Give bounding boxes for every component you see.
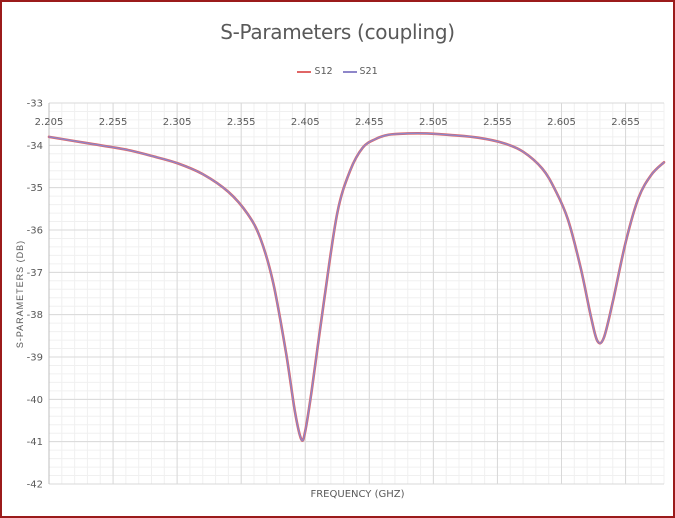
x-tick-label: 2.505: [419, 117, 448, 128]
y-tick-label: -41: [27, 437, 43, 448]
x-axis-label: FREQUENCY (GHZ): [310, 489, 405, 500]
y-tick-label: -42: [27, 480, 43, 491]
y-axis-label: S-PARAMETERS (DB): [15, 239, 25, 349]
y-tick-label: -39: [27, 353, 43, 364]
y-tick-label: -34: [27, 141, 43, 152]
y-tick-label: -38: [27, 310, 43, 321]
legend-item-s12: S12: [297, 66, 333, 77]
tick-labels: 2.205 2.255 2.305 2.355 2.405 2.455 2.505 2.555…: [27, 99, 640, 491]
legend-swatch-s12: [297, 70, 312, 73]
y-tick-label: -35: [27, 183, 43, 194]
legend-label-s12: S12: [314, 66, 333, 77]
y-tick-label: -33: [27, 99, 43, 110]
x-tick-label: 2.255: [99, 117, 128, 128]
x-tick-label: 2.205: [35, 117, 64, 128]
grid-lines: [48, 102, 665, 485]
x-tick-label: 2.305: [163, 117, 192, 128]
y-tick-label: -40: [27, 395, 43, 406]
series-layer: [47, 131, 666, 443]
x-tick-label: 2.655: [611, 117, 640, 128]
legend-swatch-s21: [342, 70, 357, 73]
chart-legend: S12 S21: [0, 66, 675, 77]
legend-label-s21: S21: [359, 66, 378, 77]
series-line-s21: [48, 132, 665, 442]
y-tick-label: -37: [27, 268, 43, 279]
y-tick-label: -36: [27, 226, 43, 237]
x-tick-label: 2.355: [227, 117, 256, 128]
x-tick-label: 2.605: [547, 117, 576, 128]
x-tick-label: 2.455: [355, 117, 384, 128]
chart-title: S-Parameters (coupling): [220, 20, 455, 44]
x-tick-label: 2.405: [291, 117, 320, 128]
x-tick-label: 2.555: [483, 117, 512, 128]
legend-item-s21: S21: [342, 66, 378, 77]
